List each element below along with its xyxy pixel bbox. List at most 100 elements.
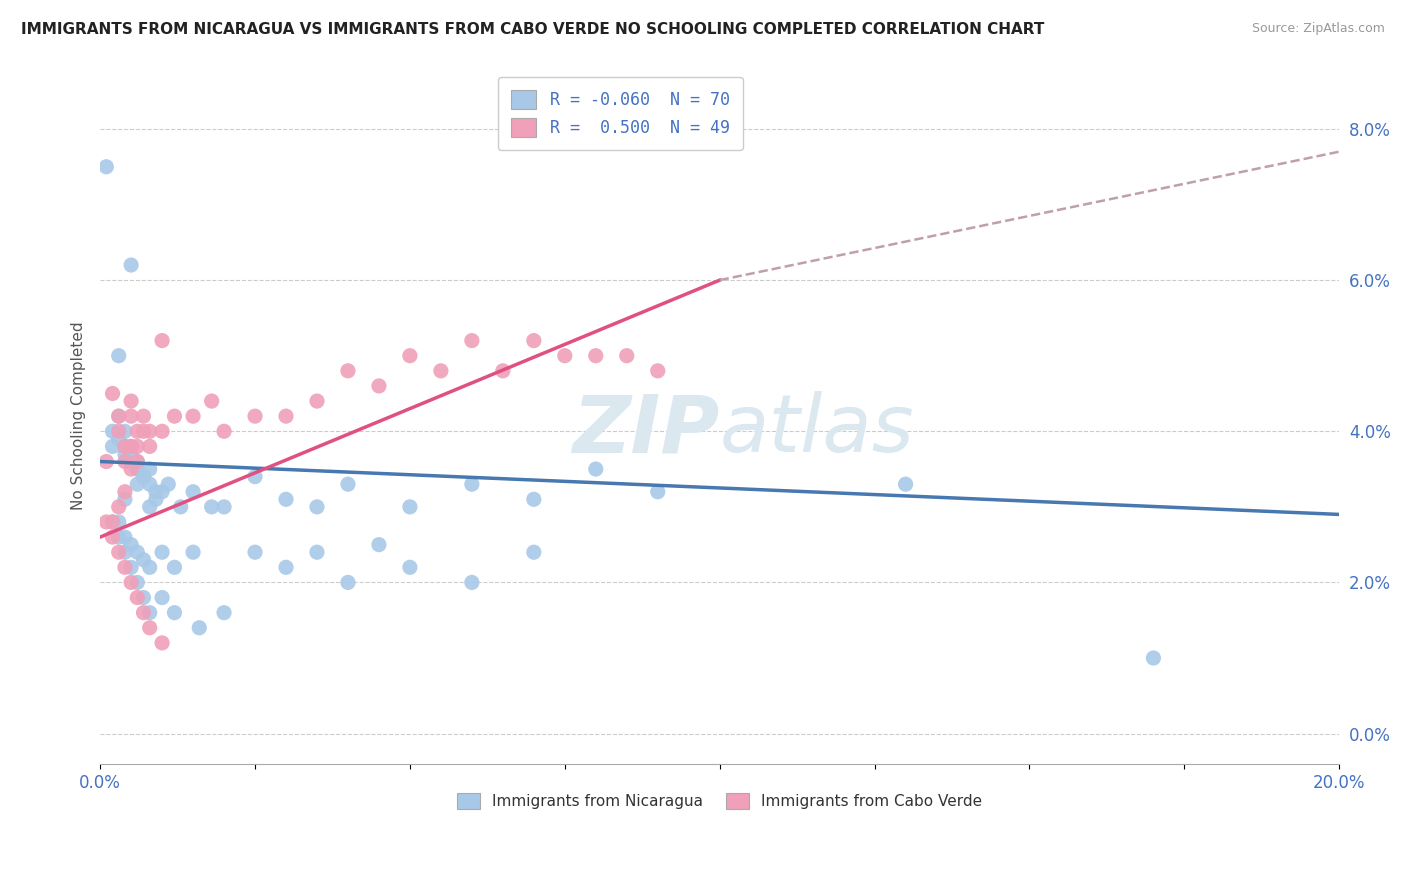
Point	[243, 469, 266, 483]
Point	[114, 530, 136, 544]
Point	[127, 477, 149, 491]
Point	[181, 409, 204, 424]
Point	[201, 500, 224, 514]
Point	[336, 477, 359, 491]
Point	[212, 606, 235, 620]
Point	[132, 469, 155, 483]
Point	[114, 439, 136, 453]
Point	[127, 454, 149, 468]
Point	[107, 515, 129, 529]
Point	[132, 553, 155, 567]
Point	[114, 454, 136, 468]
Point	[127, 439, 149, 453]
Point	[181, 545, 204, 559]
Point	[132, 409, 155, 424]
Point	[132, 606, 155, 620]
Point	[114, 439, 136, 453]
Y-axis label: No Schooling Completed: No Schooling Completed	[72, 322, 86, 510]
Point	[138, 621, 160, 635]
Point	[305, 545, 328, 559]
Point	[96, 160, 118, 174]
Point	[107, 545, 129, 559]
Point	[138, 425, 160, 439]
Point	[132, 469, 155, 483]
Point	[523, 545, 546, 559]
Point	[1142, 651, 1164, 665]
Point	[138, 439, 160, 453]
Text: Source: ZipAtlas.com: Source: ZipAtlas.com	[1251, 22, 1385, 36]
Point	[274, 560, 297, 574]
Point	[201, 394, 224, 409]
Point	[138, 477, 160, 491]
Point	[114, 492, 136, 507]
Point	[461, 575, 484, 590]
Point	[127, 462, 149, 476]
Point	[120, 439, 142, 453]
Point	[647, 484, 669, 499]
Point	[157, 477, 180, 491]
Point	[430, 364, 453, 378]
Point	[145, 492, 167, 507]
Text: IMMIGRANTS FROM NICARAGUA VS IMMIGRANTS FROM CABO VERDE NO SCHOOLING COMPLETED C: IMMIGRANTS FROM NICARAGUA VS IMMIGRANTS …	[21, 22, 1045, 37]
Point	[585, 349, 607, 363]
Point	[120, 538, 142, 552]
Point	[107, 349, 129, 363]
Point	[894, 477, 917, 491]
Point	[181, 484, 204, 499]
Legend: Immigrants from Nicaragua, Immigrants from Cabo Verde: Immigrants from Nicaragua, Immigrants fr…	[451, 787, 988, 815]
Point	[336, 575, 359, 590]
Point	[127, 454, 149, 468]
Point	[96, 454, 118, 468]
Point	[132, 469, 155, 483]
Point	[647, 364, 669, 378]
Point	[114, 484, 136, 499]
Text: ZIP: ZIP	[572, 391, 720, 469]
Point	[120, 575, 142, 590]
Point	[114, 560, 136, 574]
Point	[138, 500, 160, 514]
Point	[107, 432, 129, 446]
Point	[399, 349, 422, 363]
Point	[399, 500, 422, 514]
Point	[461, 477, 484, 491]
Point	[145, 484, 167, 499]
Point	[492, 364, 515, 378]
Point	[138, 462, 160, 476]
Point	[101, 515, 124, 529]
Point	[399, 560, 422, 574]
Point	[107, 409, 129, 424]
Point	[120, 447, 142, 461]
Point	[585, 462, 607, 476]
Point	[150, 636, 173, 650]
Point	[243, 545, 266, 559]
Point	[336, 364, 359, 378]
Point	[163, 606, 186, 620]
Point	[368, 538, 391, 552]
Point	[163, 409, 186, 424]
Point	[212, 500, 235, 514]
Point	[107, 425, 129, 439]
Point	[107, 530, 129, 544]
Point	[120, 258, 142, 272]
Point	[120, 462, 142, 476]
Point	[523, 334, 546, 348]
Point	[127, 545, 149, 559]
Point	[163, 560, 186, 574]
Point	[127, 425, 149, 439]
Point	[101, 439, 124, 453]
Point	[554, 349, 576, 363]
Point	[150, 545, 173, 559]
Point	[114, 545, 136, 559]
Point	[101, 515, 124, 529]
Point	[150, 425, 173, 439]
Point	[120, 409, 142, 424]
Point	[96, 515, 118, 529]
Point	[150, 334, 173, 348]
Point	[120, 439, 142, 453]
Point	[138, 606, 160, 620]
Point	[127, 575, 149, 590]
Point	[132, 425, 155, 439]
Point	[274, 409, 297, 424]
Point	[461, 334, 484, 348]
Point	[107, 500, 129, 514]
